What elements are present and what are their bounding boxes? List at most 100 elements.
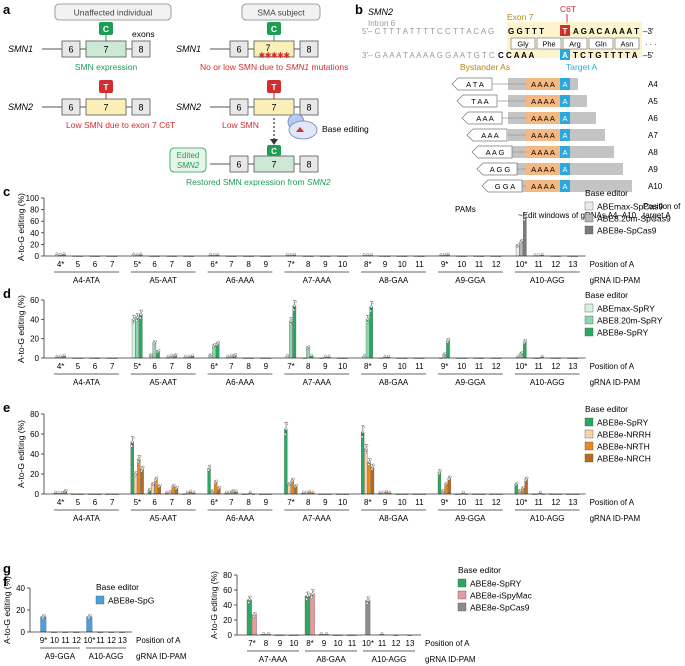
replicate-dot xyxy=(307,345,311,348)
legend-entry: ABEmax-SpRY xyxy=(597,304,655,314)
position-tick-label: 11 xyxy=(378,639,387,648)
replicate-dot xyxy=(293,304,296,308)
replicate-dot xyxy=(290,317,294,320)
legend-entry: ABE8e-SpG xyxy=(108,596,154,606)
position-tick-label: 5 xyxy=(76,362,81,371)
position-tick-label: 12 xyxy=(551,260,560,269)
bar xyxy=(361,431,365,495)
replicate-dot xyxy=(137,457,141,461)
grna-group-label: A8-GAA xyxy=(379,514,409,523)
no-low-smn: No or low SMN due to SMN1 mutations xyxy=(200,62,348,72)
base-editing-label: Base editing xyxy=(322,124,369,134)
replicate-dot xyxy=(365,601,369,605)
replicate-dot xyxy=(370,467,374,471)
replicate-dot xyxy=(366,253,370,256)
position-tick-label: 9* xyxy=(40,636,48,645)
position-tick-label: 7 xyxy=(229,498,234,507)
bar xyxy=(135,317,139,359)
replicate-dot xyxy=(187,354,191,358)
replicate-dot xyxy=(253,611,257,615)
position-tick-label: 10 xyxy=(290,639,299,648)
y-tick-label: 20 xyxy=(30,240,39,249)
position-tick-label: 12 xyxy=(492,260,501,269)
position-tick-label: 12 xyxy=(551,362,560,371)
y-tick-label: 0 xyxy=(21,628,26,637)
replicate-dot xyxy=(55,252,59,256)
exon7: 7 xyxy=(103,103,108,113)
position-tick-label: 9 xyxy=(383,362,388,371)
y-tick-label: 0 xyxy=(35,354,40,363)
legend-entry: ABE8e-SpRY xyxy=(470,579,522,589)
pam-arrow xyxy=(476,162,518,176)
grna-group-label: A4-ATA xyxy=(73,276,100,285)
panel-letter: d xyxy=(3,286,11,301)
position-tick-label: 12 xyxy=(492,362,501,371)
replicate-dot xyxy=(362,253,366,256)
position-tick-label: 6 xyxy=(93,498,98,507)
replicate-dot xyxy=(292,477,295,481)
legend-swatch xyxy=(95,595,105,605)
replicate-dot xyxy=(310,595,314,599)
grna-name: A10 xyxy=(648,182,663,191)
position-tick-label: 6 xyxy=(152,260,157,269)
replicate-dot xyxy=(449,475,452,479)
aa-asn: Asn xyxy=(621,40,634,49)
grna-group-label: A9-GGA xyxy=(45,652,76,661)
replicate-dot xyxy=(155,476,159,480)
position-tick-label: 9 xyxy=(264,498,269,507)
replicate-dot xyxy=(62,353,66,357)
replicate-dot xyxy=(262,631,265,635)
grna-name: A7 xyxy=(648,131,658,140)
y-tick-label: 0 xyxy=(35,490,40,499)
top-strand-exon: G G T T T xyxy=(508,27,544,36)
pam-arrow xyxy=(466,128,508,142)
bystander-as: A A A A xyxy=(531,80,555,89)
position-tick-label: 13 xyxy=(569,362,578,371)
grna-group-label: A10-AGG xyxy=(372,655,407,664)
y-tick-label: 40 xyxy=(30,450,39,459)
replicate-dot xyxy=(515,481,519,485)
exon8: 8 xyxy=(306,45,311,55)
replicate-dot xyxy=(520,351,524,354)
replicate-dot xyxy=(170,353,174,357)
top-strand-intron: 5′– C T T T A T T T T C C T T A C A G xyxy=(362,27,494,36)
replicate-dot xyxy=(168,489,172,493)
position-tick-label: 8 xyxy=(187,498,192,507)
position-tick-label: 8 xyxy=(264,639,269,648)
position-tick-label: 11 xyxy=(61,636,70,645)
position-tick-label: 8 xyxy=(187,260,192,269)
position-tick-label: 10 xyxy=(334,639,343,648)
aa-dots: · · · xyxy=(645,40,657,49)
smn-expression: SMN expression xyxy=(75,62,138,72)
y-tick-label: 60 xyxy=(30,217,39,226)
aa-gln: Gln xyxy=(595,40,607,49)
grna-name: A4 xyxy=(648,80,658,89)
bottom-strand-rest: T C T G T T T T A xyxy=(573,51,638,60)
position-axis-label: Position of A xyxy=(136,636,181,645)
replicate-dot xyxy=(286,252,289,256)
grna-name: A8 xyxy=(648,148,658,157)
panel-b-gene: SMN2 xyxy=(368,7,393,17)
replicate-dot xyxy=(154,339,157,343)
smn2-left-label: SMN2 xyxy=(8,102,33,112)
bar xyxy=(130,441,134,495)
position-tick-label: 7 xyxy=(110,498,115,507)
grna-group-label: A10-AGG xyxy=(530,276,565,285)
bar xyxy=(246,599,252,636)
position-tick-label: 9 xyxy=(322,639,327,648)
target-a: A xyxy=(562,80,567,89)
position-tick-label: 8* xyxy=(364,260,372,269)
replicate-dot xyxy=(247,601,250,604)
legend-swatch xyxy=(584,441,594,451)
smn2-right-label: SMN2 xyxy=(176,102,201,112)
replicate-dot xyxy=(447,337,451,341)
y-tick-label: 20 xyxy=(30,470,39,479)
replicate-dot xyxy=(174,353,178,356)
c-badge: C xyxy=(103,24,109,34)
grna-group-label: A6-AAA xyxy=(226,514,255,523)
replicate-dot xyxy=(135,319,138,322)
replicate-dot xyxy=(371,465,375,469)
bar xyxy=(137,458,141,495)
exon6: 6 xyxy=(236,160,241,170)
